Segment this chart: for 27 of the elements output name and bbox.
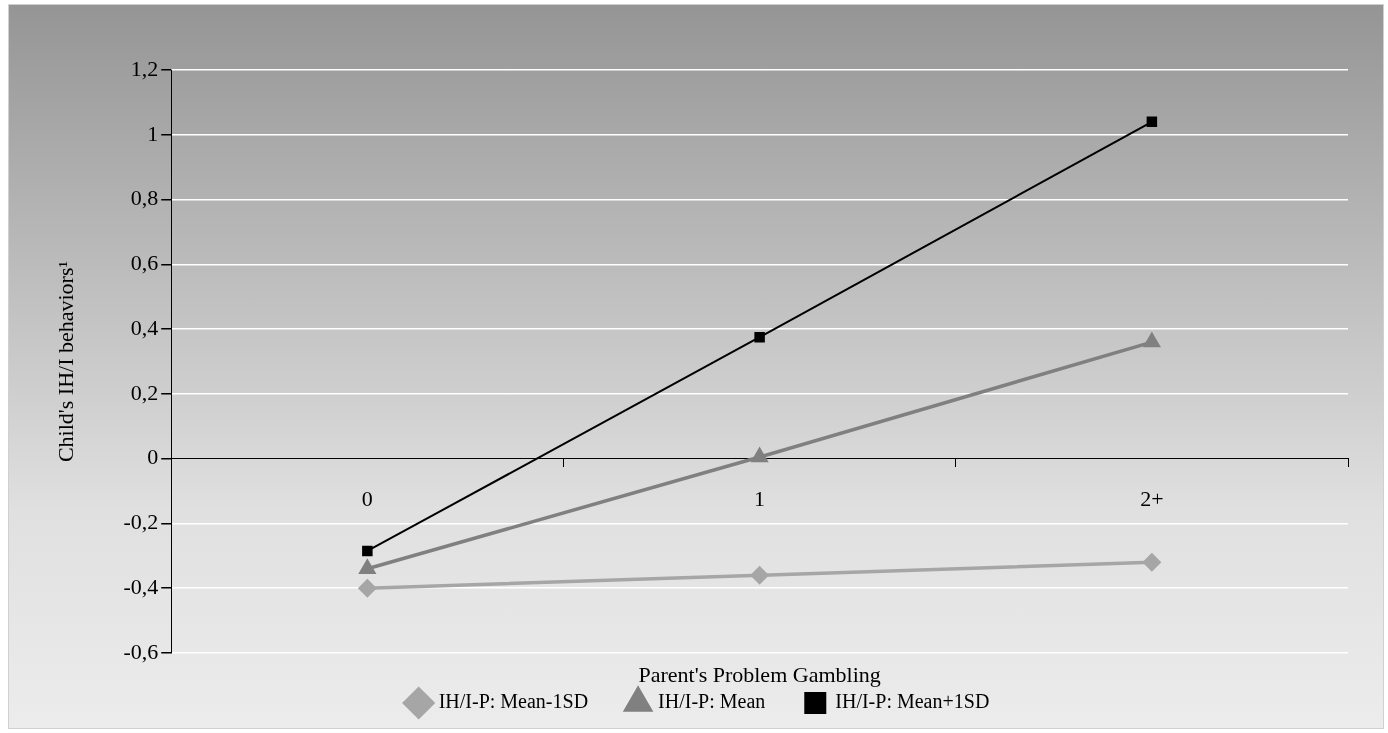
y-axis-title: Child's IH/I behaviors¹ [52,260,78,463]
legend-label: IH/I-P: Mean+1SD [835,690,990,713]
legend-label: IH/I-P: Mean-1SD [438,690,589,713]
x-axis-title: Parent's Problem Gambling [638,662,881,688]
x-tick-label: 0 [361,485,373,511]
point [358,579,377,597]
x-tick-label: 2+ [1140,485,1164,511]
point [750,566,769,585]
point [359,560,376,575]
point [751,448,768,463]
y-tick-label: 0,2 [130,379,159,405]
y-tick-label: 0 [147,444,159,470]
point [1144,333,1160,348]
legend-label: IH/I-P: Mean [658,690,766,713]
y-tick-label: 0,4 [130,314,159,340]
point [362,545,373,557]
point [1146,116,1158,128]
point [754,331,765,343]
y-tick-label: -0,2 [123,509,159,535]
y-tick-label: 0,8 [130,185,159,211]
y-tick-label: 1 [147,120,159,146]
point [1143,553,1161,572]
y-tick-label: 1,2 [130,55,159,81]
y-tick-label: 0,6 [130,250,159,276]
y-tick-label: -0,4 [123,574,159,599]
x-tick-label: 1 [754,485,766,511]
y-tick-label: -0,6 [123,638,159,664]
